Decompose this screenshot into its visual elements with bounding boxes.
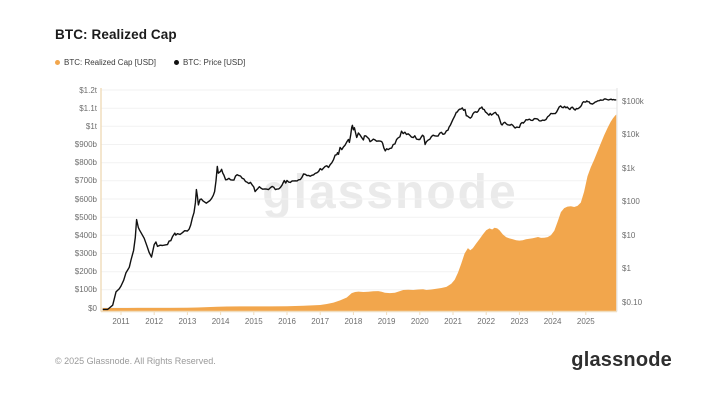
copyright-text: © 2025 Glassnode. All Rights Reserved. — [55, 356, 216, 366]
price-dot-icon — [174, 60, 180, 65]
y-left-tick-$200b: $200b — [74, 267, 97, 277]
y-right-tick-$10k: $10k — [622, 130, 640, 140]
y-left-tick-$600b: $600b — [74, 194, 97, 204]
y-left-tick-$500b: $500b — [74, 212, 97, 222]
y-right-tick-$100k: $100k — [622, 96, 644, 106]
y-right-tick-$100: $100 — [622, 197, 640, 207]
x-tick-2013: 2013 — [178, 317, 197, 326]
x-tick-2024: 2024 — [543, 317, 562, 326]
legend-item-realized-cap[interactable]: BTC: Realized Cap [USD] — [55, 58, 156, 67]
y-left-tick-$100b: $100b — [74, 285, 97, 295]
y-left-tick-$0: $0 — [88, 303, 97, 313]
page-title: BTC: Realized Cap — [55, 27, 177, 42]
x-tick-2022: 2022 — [477, 317, 496, 326]
x-tick-2016: 2016 — [278, 317, 296, 326]
y-right-tick-$1k: $1k — [622, 163, 635, 173]
y-left-tick-$400b: $400b — [74, 230, 97, 240]
x-tick-2019: 2019 — [377, 317, 396, 326]
y-right-tick-$10: $10 — [622, 230, 636, 240]
realized-cap-dot-icon — [55, 60, 60, 65]
chart-legend: BTC: Realized Cap [USD] BTC: Price [USD] — [55, 58, 245, 67]
x-tick-2021: 2021 — [444, 317, 462, 326]
y-left-tick-$700b: $700b — [74, 176, 97, 186]
x-tick-2011: 2011 — [112, 317, 130, 326]
x-tick-2014: 2014 — [211, 317, 230, 326]
x-tick-2012: 2012 — [145, 317, 164, 326]
y-right-tick-$0.10: $0.10 — [622, 297, 643, 307]
y-right-tick-$1: $1 — [622, 264, 631, 274]
x-tick-2020: 2020 — [410, 317, 429, 326]
y-left-tick-$300b: $300b — [74, 249, 97, 258]
x-tick-2018: 2018 — [344, 317, 363, 326]
y-left-tick-$1t: $1t — [85, 121, 97, 131]
x-tick-2025: 2025 — [576, 317, 595, 326]
y-left-tick-$1.2t: $1.2t — [79, 85, 97, 95]
x-tick-2015: 2015 — [244, 317, 263, 326]
x-tick-2017: 2017 — [311, 317, 330, 326]
legend-label-realized-cap: BTC: Realized Cap [USD] — [64, 58, 157, 67]
legend-label-price: BTC: Price [USD] — [183, 58, 246, 67]
y-left-tick-$900b: $900b — [74, 140, 97, 149]
y-left-tick-$800b: $800b — [74, 158, 97, 168]
y-left-tick-$1.1t: $1.1t — [79, 103, 97, 113]
glassnode-logo: glassnode — [571, 349, 672, 371]
glassnode-watermark: glassnode — [262, 166, 518, 219]
x-tick-2023: 2023 — [510, 317, 529, 326]
legend-item-price[interactable]: BTC: Price [USD] — [174, 58, 245, 67]
